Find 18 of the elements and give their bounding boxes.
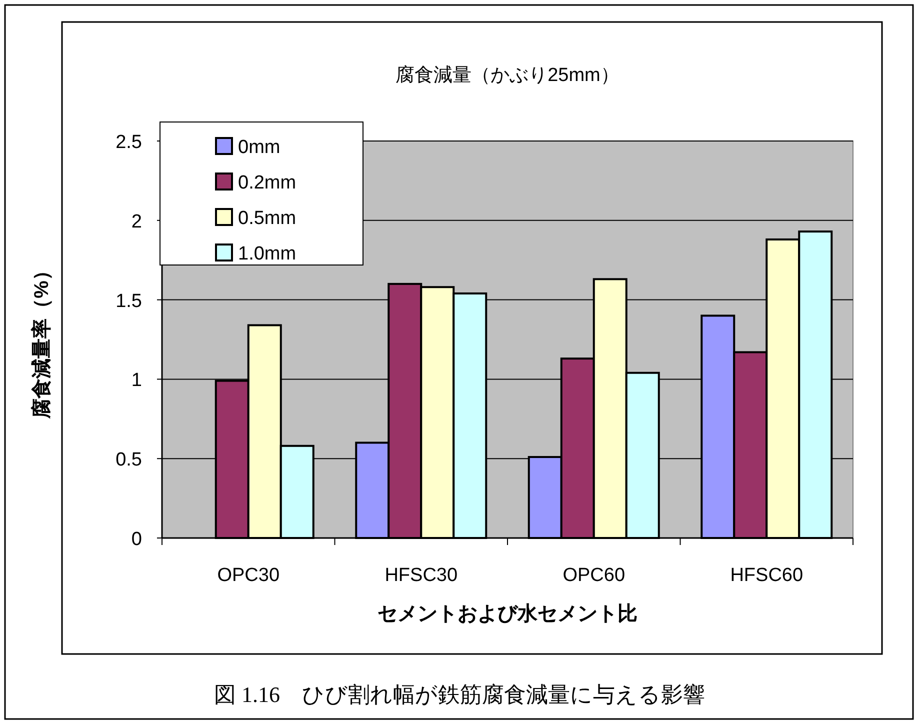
y-tick-label: 2 xyxy=(131,211,142,232)
y-tick-label: 1 xyxy=(131,370,142,392)
x-tick-label: OPC30 xyxy=(217,565,280,586)
chart-title: 腐食減量（かぶり25mm） xyxy=(396,64,620,86)
y-tick-label: 1.5 xyxy=(116,290,142,312)
x-tick-label: OPC60 xyxy=(562,565,626,586)
y-tick-label: 0.5 xyxy=(116,450,142,471)
legend-label: 0.5mm xyxy=(238,208,296,229)
x-tick-label: HFSC60 xyxy=(730,565,804,586)
legend-label: 1.0mm xyxy=(238,244,296,264)
x-axis-title: セメントおよび水セメント比 xyxy=(378,603,638,625)
legend-label: 0mm xyxy=(238,137,280,158)
y-axis-title: 腐食減量率（%） xyxy=(30,260,53,420)
y-tick-label: 2.5 xyxy=(116,132,142,153)
x-tick-label: HFSC30 xyxy=(384,565,458,586)
legend-label: 0.2mm xyxy=(238,172,296,194)
caption: 図 1.16 ひび割れ幅が鉄筋腐食減量に与える影響 xyxy=(214,682,705,707)
y-tick-label: 0 xyxy=(131,529,142,550)
